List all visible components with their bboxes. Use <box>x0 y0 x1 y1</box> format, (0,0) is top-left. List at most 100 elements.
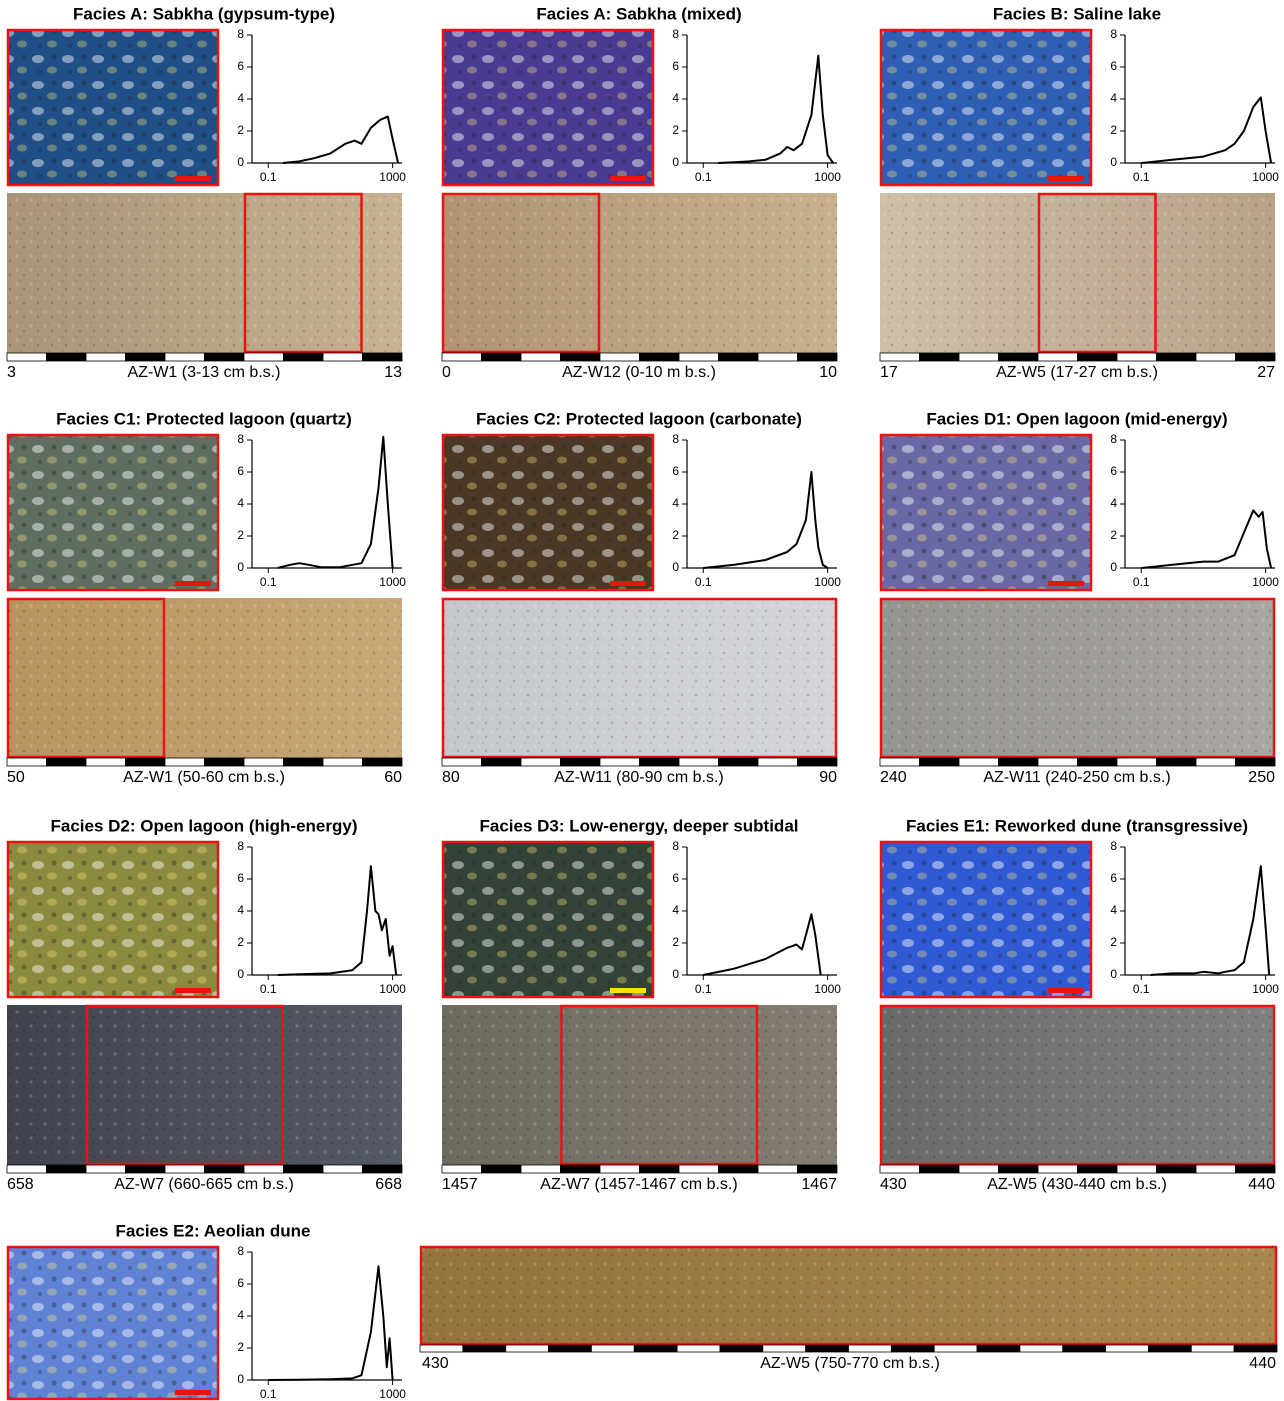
scale-segment <box>1078 758 1118 766</box>
y-tick-label: 2 <box>237 935 244 949</box>
scale-segment <box>284 353 324 361</box>
scale-segment <box>442 1165 482 1173</box>
y-tick-label: 6 <box>237 59 244 73</box>
scale-segment <box>758 758 798 766</box>
panel-title: Facies D1: Open lagoon (mid-energy) <box>926 409 1227 428</box>
scale-segment <box>758 353 798 361</box>
panel-title: Facies B: Saline lake <box>993 4 1161 23</box>
y-tick-label: 2 <box>1110 123 1117 137</box>
y-tick-label: 6 <box>1110 871 1117 885</box>
y-tick-label: 6 <box>1110 59 1117 73</box>
scale-segment <box>640 353 680 361</box>
scale-segment <box>1038 758 1078 766</box>
micrograph-texture <box>7 29 219 186</box>
figure: Facies A: Sabkha (gypsum-type) 0 2 4 6 8 0.1 10… <box>0 0 1284 1401</box>
y-tick-label: 4 <box>672 903 679 917</box>
y-tick-label: 2 <box>1110 528 1117 542</box>
y-tick-label: 8 <box>672 27 679 41</box>
micro-scale-bar <box>175 581 211 586</box>
x-tick-label: 1000 <box>1252 575 1279 589</box>
y-tick-label: 8 <box>237 27 244 41</box>
scale-segment <box>679 1165 719 1173</box>
scale-segment <box>482 1165 522 1173</box>
micro-scale-bar <box>175 176 211 181</box>
core-end: 10 <box>819 364 837 381</box>
y-tick-label: 0 <box>237 1372 244 1386</box>
x-tick-label: 1000 <box>814 170 841 184</box>
x-tick-label: 1000 <box>379 170 406 184</box>
scale-segment <box>934 1345 977 1352</box>
y-tick-label: 2 <box>1110 935 1117 949</box>
y-tick-label: 0 <box>1110 560 1117 574</box>
distribution-curve <box>703 472 827 568</box>
scale-segment <box>442 353 482 361</box>
scale-segment <box>7 1165 47 1173</box>
scale-segment <box>1196 353 1236 361</box>
scale-segment <box>880 758 920 766</box>
core-texture <box>880 1005 1275 1165</box>
scale-segment <box>244 353 284 361</box>
x-tick-label: 0.1 <box>695 982 712 996</box>
y-tick-label: 8 <box>237 1244 244 1258</box>
core-label: AZ-W5 (17-27 cm b.s.) <box>996 364 1158 381</box>
x-tick-label: 0.1 <box>1133 982 1150 996</box>
scale-segment <box>1117 1165 1157 1173</box>
scale-segment <box>165 353 205 361</box>
micrograph-texture <box>880 841 1092 998</box>
scale-segment <box>977 1345 1020 1352</box>
panel-title: Facies A: Sabkha (gypsum-type) <box>73 4 335 23</box>
x-tick-label: 1000 <box>814 575 841 589</box>
scale-segment <box>506 1345 549 1352</box>
scale-segment <box>758 1165 798 1173</box>
core-texture <box>442 1005 837 1165</box>
core-texture <box>7 1005 402 1165</box>
scale-segment <box>719 353 759 361</box>
x-tick-label: 1000 <box>1252 982 1279 996</box>
y-tick-label: 0 <box>237 967 244 981</box>
core-start: 430 <box>880 1176 907 1193</box>
scale-segment <box>880 353 920 361</box>
scale-segment <box>47 353 87 361</box>
y-tick-label: 6 <box>672 59 679 73</box>
y-tick-label: 6 <box>672 464 679 478</box>
scale-segment <box>205 353 245 361</box>
y-tick-label: 2 <box>672 528 679 542</box>
scale-segment <box>284 1165 324 1173</box>
y-tick-label: 2 <box>237 123 244 137</box>
core-label: AZ-W7 (1457-1467 cm b.s.) <box>540 1176 737 1193</box>
scale-segment <box>363 353 403 361</box>
x-tick-label: 1000 <box>379 575 406 589</box>
scale-segment <box>463 1345 506 1352</box>
scale-segment <box>999 1165 1039 1173</box>
panel-title: Facies E1: Reworked dune (transgressive) <box>906 816 1248 835</box>
x-tick-label: 0.1 <box>695 170 712 184</box>
core-end: 13 <box>384 364 402 381</box>
y-tick-label: 8 <box>237 432 244 446</box>
core-texture <box>442 598 837 758</box>
core-start: 0 <box>442 364 451 381</box>
core-start: 80 <box>442 769 460 786</box>
y-tick-label: 8 <box>672 432 679 446</box>
y-tick-label: 8 <box>672 839 679 853</box>
core-texture <box>7 598 402 758</box>
scale-segment <box>1038 1165 1078 1173</box>
scale-segment <box>798 1165 838 1173</box>
scale-segment <box>1078 1165 1118 1173</box>
core-label: AZ-W5 (750-770 cm b.s.) <box>760 1355 940 1372</box>
core-start: 1457 <box>442 1176 478 1193</box>
y-tick-label: 4 <box>1110 903 1117 917</box>
scale-segment <box>521 1165 561 1173</box>
y-tick-label: 0 <box>672 967 679 981</box>
distribution-curve <box>283 117 398 163</box>
y-tick-label: 0 <box>672 155 679 169</box>
distribution-curve <box>278 866 397 975</box>
scale-segment <box>561 353 601 361</box>
scale-segment <box>1236 353 1276 361</box>
scale-segment <box>920 353 960 361</box>
scale-segment <box>561 1165 601 1173</box>
scale-segment <box>521 758 561 766</box>
scale-segment <box>719 1165 759 1173</box>
x-tick-label: 0.1 <box>260 1387 277 1401</box>
scale-segment <box>677 1345 720 1352</box>
scale-segment <box>1157 353 1197 361</box>
